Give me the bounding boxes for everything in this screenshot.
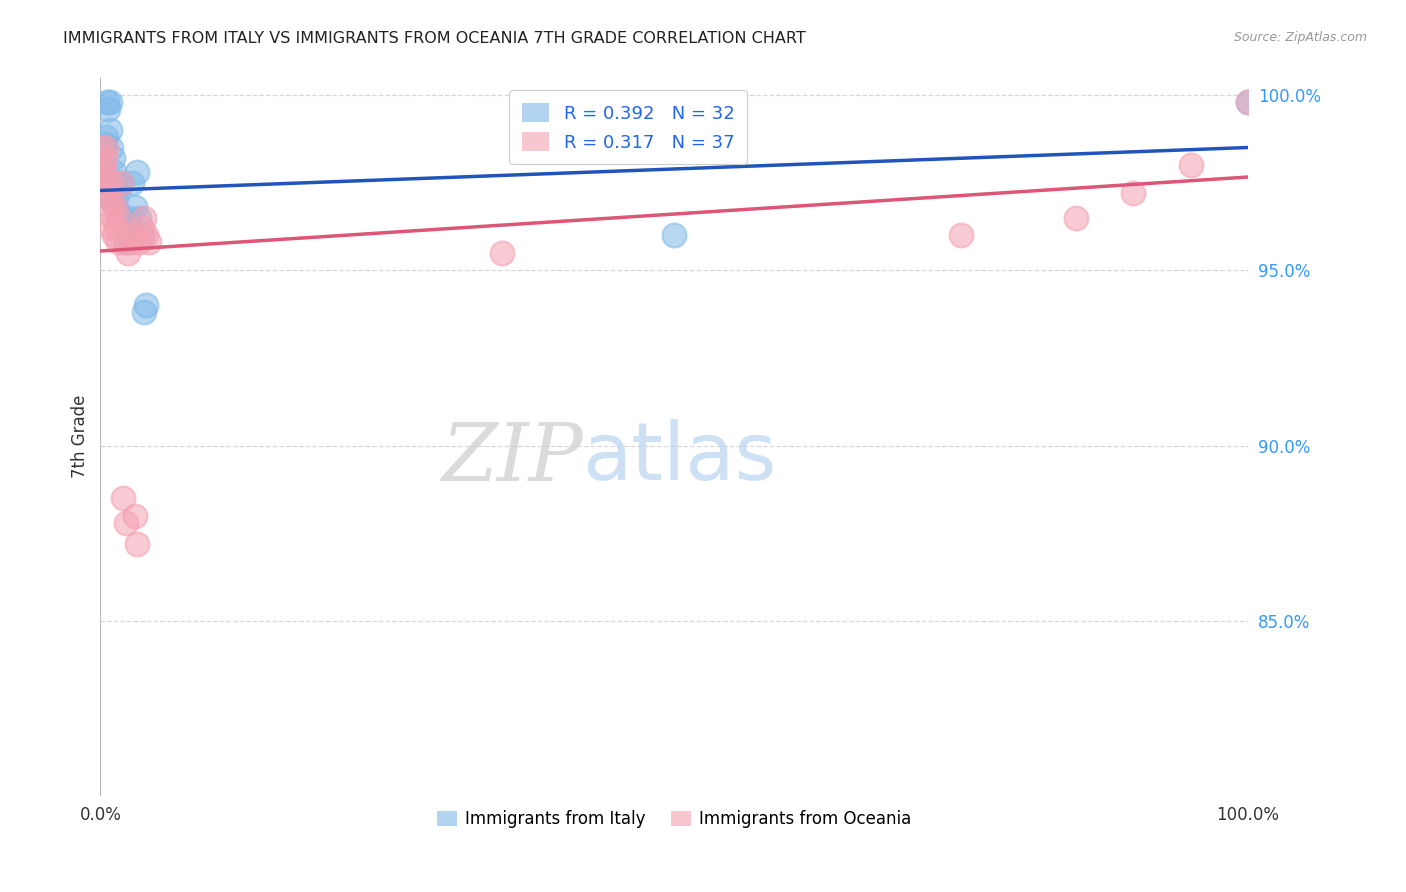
Point [94,130,117,145]
Point [98,95,121,109]
Point [101,151,124,165]
Point [125,165,148,179]
Point [100,140,122,154]
Point [93,165,115,179]
Point [131,221,153,235]
Point [132,211,155,225]
Point [138,235,160,250]
Point [131,228,153,243]
Point [110,176,132,190]
Point [118,228,141,243]
Point [114,516,136,530]
Point [110,176,132,190]
Point [135,228,157,243]
Point [950,228,973,243]
Point [132,305,155,319]
Text: Source: ZipAtlas.com: Source: ZipAtlas.com [1233,31,1367,45]
Point [107,211,129,225]
Point [105,200,128,214]
Point [97,102,120,116]
Point [112,491,135,505]
Point [124,200,146,214]
Point [112,211,135,225]
Point [120,228,142,243]
Point [128,211,150,225]
Point [94,140,117,154]
Point [107,186,129,201]
Point [107,211,129,225]
Point [1064,211,1087,225]
Point [491,245,513,260]
Point [100,221,122,235]
Point [1237,95,1260,109]
Point [91,158,114,172]
Point [100,193,122,207]
Text: IMMIGRANTS FROM ITALY VS IMMIGRANTS FROM OCEANIA 7TH GRADE CORRELATION CHART: IMMIGRANTS FROM ITALY VS IMMIGRANTS FROM… [63,31,806,46]
Point [101,193,124,207]
Point [117,245,139,260]
Point [94,151,117,165]
Point [128,235,150,250]
Text: ZIP: ZIP [440,419,582,497]
Point [90,140,112,154]
Point [104,176,127,190]
Point [1122,186,1144,201]
Point [114,235,136,250]
Point [104,200,127,214]
Legend: Immigrants from Italy, Immigrants from Oceania: Immigrants from Italy, Immigrants from O… [430,803,918,835]
Point [101,176,124,190]
Point [98,200,121,214]
Point [101,176,124,190]
Point [121,176,143,190]
Point [101,211,124,225]
Point [94,136,117,151]
Text: atlas: atlas [582,419,776,498]
Point [103,228,125,243]
Point [135,298,157,312]
Point [97,186,120,201]
Point [96,176,118,190]
Point [96,95,118,109]
Point [120,235,142,250]
Point [124,508,146,523]
Point [1237,95,1260,109]
Point [118,211,141,225]
Point [105,221,128,235]
Point [121,228,143,243]
Point [98,123,121,137]
Point [662,228,685,243]
Point [104,193,127,207]
Point [91,158,114,172]
Point [1180,158,1202,172]
Point [103,165,125,179]
Point [107,235,129,250]
Y-axis label: 7th Grade: 7th Grade [72,395,89,478]
Point [93,186,115,201]
Point [125,537,148,551]
